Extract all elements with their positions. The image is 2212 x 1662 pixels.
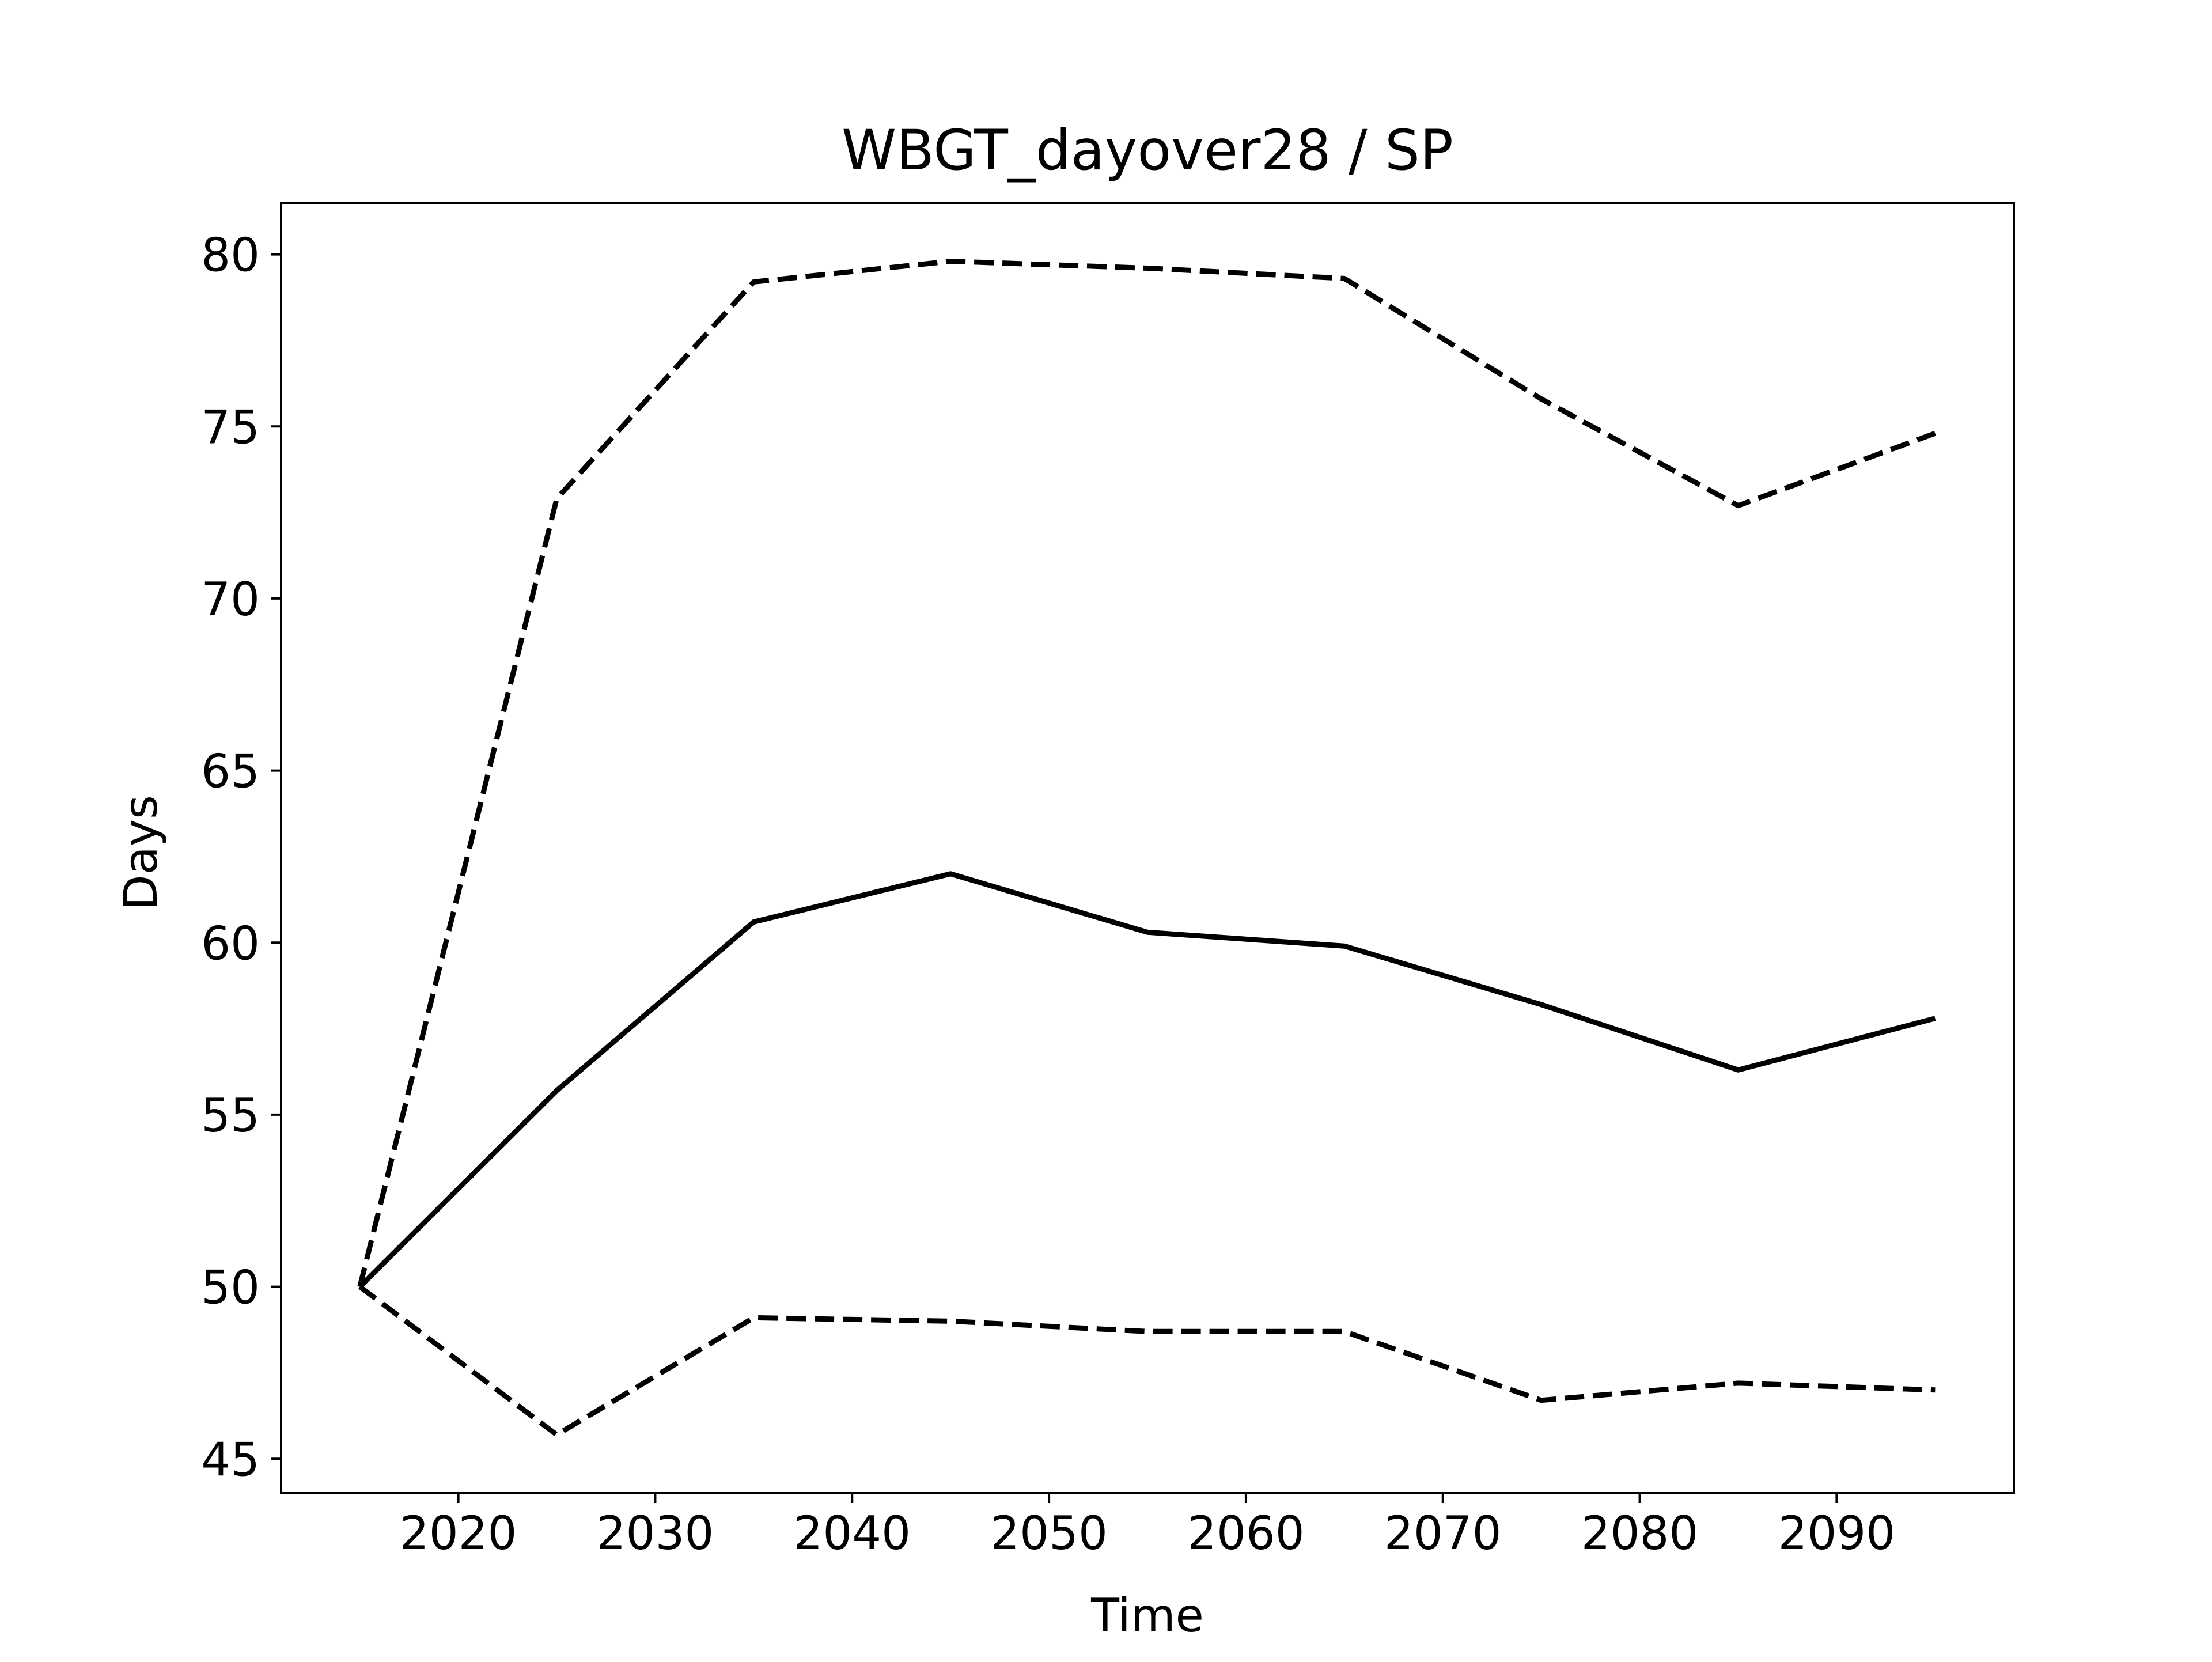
- y-tick-label: 50: [201, 1261, 260, 1315]
- y-axis-label: Days: [114, 795, 168, 910]
- x-tick-label: 2030: [597, 1506, 714, 1560]
- axes-frame: [280, 202, 2015, 1494]
- chart-title: WBGT_dayover28 / SP: [842, 118, 1453, 183]
- x-tick-label: 2050: [990, 1506, 1108, 1560]
- y-tick-label: 65: [201, 745, 260, 798]
- x-tick-label: 2070: [1384, 1506, 1502, 1560]
- y-tick-label: 60: [201, 917, 260, 970]
- series-line-3: [358, 1285, 1936, 1437]
- y-tick-label: 80: [201, 229, 260, 282]
- x-tick-label: 2090: [1778, 1506, 1896, 1560]
- x-tick-label: 2020: [400, 1506, 517, 1560]
- x-tick-label: 2040: [793, 1506, 911, 1560]
- series-line-2: [358, 871, 1936, 1289]
- series-line-1: [357, 259, 1936, 1288]
- x-tick-label: 2080: [1581, 1506, 1699, 1560]
- x-tick-label: 2060: [1187, 1506, 1305, 1560]
- x-axis-label: Time: [1090, 1589, 1204, 1642]
- y-tick-label: 70: [201, 573, 260, 626]
- y-tick-label: 55: [201, 1089, 260, 1142]
- y-tick-label: 75: [201, 400, 260, 454]
- y-tick-label: 45: [201, 1433, 260, 1486]
- plot-area: 2020 2030 2040 2050 2060 2070 2080 2090 45 50 55 60…: [201, 202, 2015, 1560]
